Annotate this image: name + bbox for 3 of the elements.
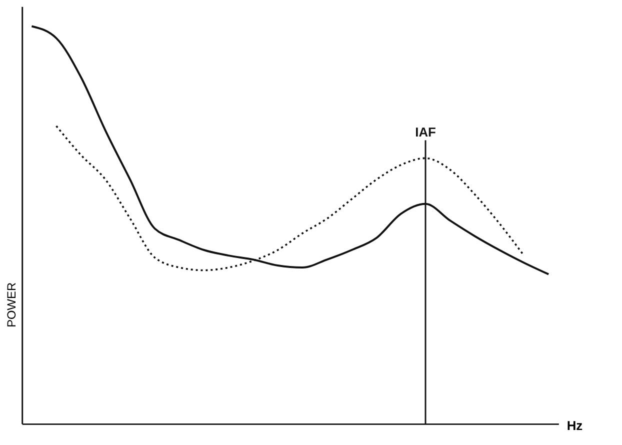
y-axis-title: POWER	[4, 282, 18, 328]
x-axis-title: Hz	[566, 418, 583, 434]
annotation: IAF	[415, 124, 436, 140]
